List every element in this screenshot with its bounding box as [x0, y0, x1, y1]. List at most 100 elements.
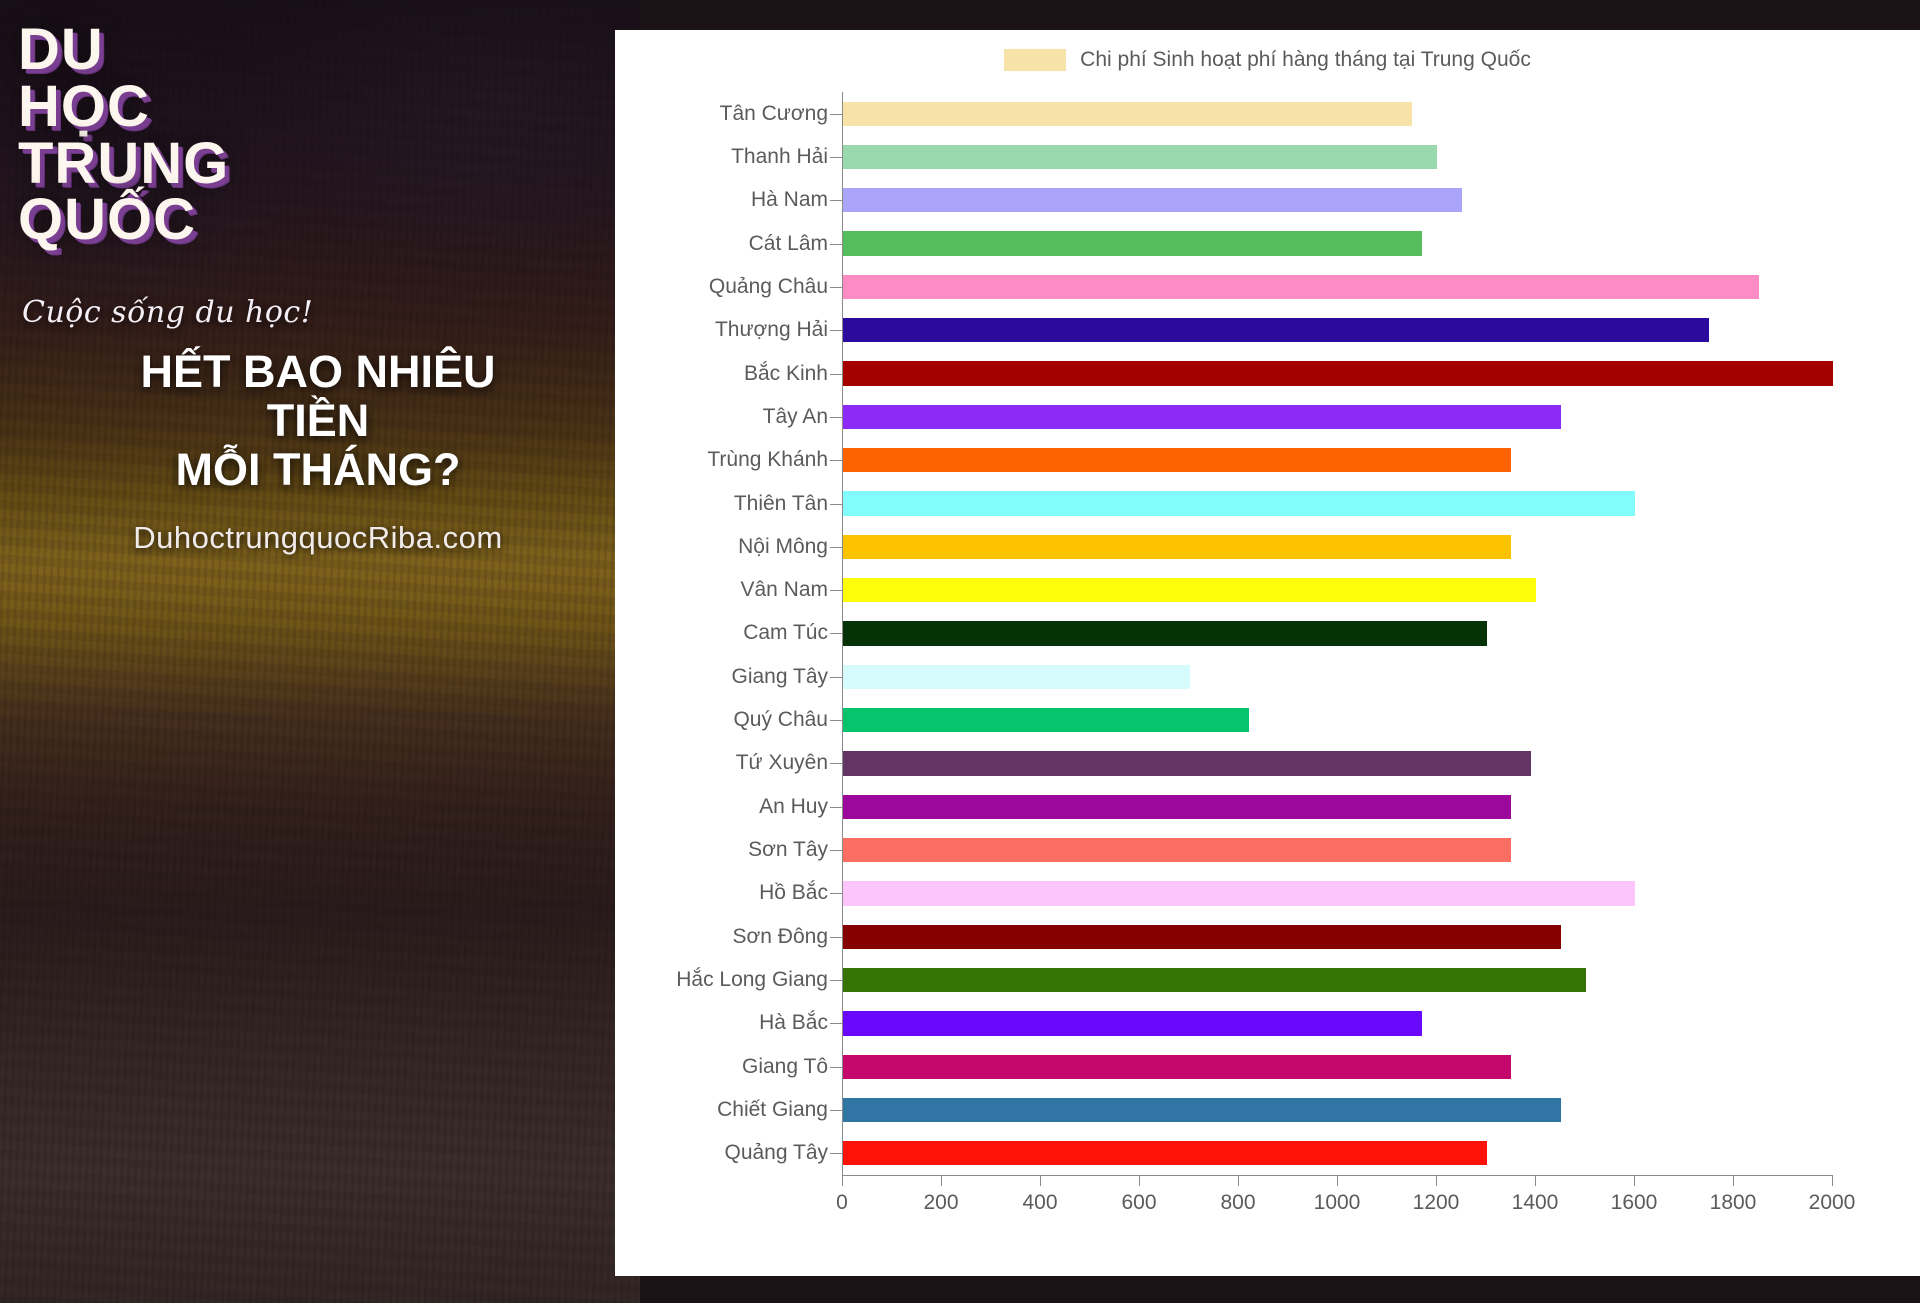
x-axis-tick [842, 1175, 843, 1186]
photo-darken-overlay [0, 0, 640, 1303]
x-axis-tick-label: 200 [923, 1191, 959, 1214]
bar[interactable] [843, 101, 1413, 126]
y-axis-label: Hà Bắc [759, 1011, 828, 1035]
y-axis-tick [830, 590, 842, 592]
bar[interactable] [843, 231, 1423, 256]
subheadline-line-2: TIỀN [266, 394, 370, 446]
bar[interactable] [843, 708, 1249, 733]
chart-legend: Chi phí Sinh hoạt phí hàng tháng tại Tru… [615, 48, 1920, 72]
y-axis-tick [830, 416, 842, 418]
y-axis-label: Sơn Tây [748, 838, 828, 862]
bar[interactable] [843, 924, 1561, 949]
bar[interactable] [843, 881, 1635, 906]
poster-subheadline: HẾT BAO NHIÊU TIỀN MỖI THÁNG? [18, 348, 618, 494]
bar[interactable] [843, 448, 1512, 473]
bar-row: Chiết Giang [717, 1097, 1832, 1123]
bar[interactable] [843, 534, 1512, 559]
bar-row: Trùng Khánh [707, 448, 1832, 473]
bar[interactable] [843, 361, 1833, 386]
x-axis-tick-label: 400 [1022, 1191, 1058, 1214]
bar[interactable] [843, 664, 1190, 689]
headline-line-4: QUỐC [18, 187, 196, 253]
bar[interactable] [843, 578, 1536, 603]
headline-line-3: TRUNG [18, 130, 230, 196]
y-axis-label: Giang Tây [731, 664, 829, 688]
bar[interactable] [843, 318, 1710, 343]
x-axis-tick [1832, 1175, 1833, 1186]
y-axis-label: An Huy [759, 794, 828, 818]
bar-row: Sơn Đông [733, 924, 1832, 949]
bar[interactable] [843, 1011, 1423, 1036]
x-axis-tick [1733, 1175, 1734, 1186]
bar-row: Tây An [763, 404, 1832, 430]
y-axis-tick [830, 1066, 842, 1068]
y-axis-tick [830, 460, 842, 462]
y-axis-label: Bắc Kinh [743, 361, 828, 385]
bar-row: Bắc Kinh [744, 361, 1833, 386]
bar-row: An Huy [759, 794, 1832, 819]
bar[interactable] [843, 794, 1512, 819]
y-axis-tick [830, 243, 842, 245]
bar[interactable] [843, 967, 1586, 993]
x-axis-tick-label: 800 [1220, 1191, 1256, 1214]
bar-row: Hồ Bắc [759, 881, 1832, 906]
x-axis-tick [1535, 1175, 1536, 1186]
bar[interactable] [843, 491, 1635, 516]
y-axis-label: Tân Cương [719, 101, 828, 125]
y-axis-label: Hắc Long Giang [676, 968, 828, 992]
y-axis-label: Thiên Tân [733, 491, 828, 515]
bar-row: Cát Lâm [749, 231, 1832, 256]
bar[interactable] [843, 621, 1487, 646]
x-axis-tick [1238, 1175, 1239, 1186]
y-axis-label: Cát Lâm [748, 231, 828, 255]
poster-website: DuhoctrungquocRiba.com [133, 520, 503, 556]
y-axis-tick [830, 503, 842, 505]
bar[interactable] [843, 1141, 1487, 1166]
x-axis-tick-label: 1000 [1313, 1191, 1361, 1214]
bar-row: Quý Châu [733, 708, 1832, 733]
bar-row: Nội Mông [738, 534, 1832, 559]
y-axis-tick [830, 156, 842, 158]
x-axis-tick-label: 600 [1121, 1191, 1157, 1214]
poster-script-text: Cuộc sống du học! [22, 295, 314, 331]
bar[interactable] [843, 188, 1462, 213]
headline-line-1: DU [18, 17, 104, 82]
y-axis-label: Cam Túc [743, 621, 828, 645]
y-axis-tick [830, 1023, 842, 1025]
bar-row: Hắc Long Giang [676, 967, 1832, 993]
x-axis-tick [1337, 1175, 1338, 1186]
bar[interactable] [843, 274, 1759, 300]
y-axis-tick [830, 936, 842, 938]
bar-row: Giang Tô [742, 1054, 1832, 1079]
bar[interactable] [843, 144, 1437, 170]
y-axis-label: Giang Tô [742, 1054, 828, 1078]
y-axis-tick [830, 980, 842, 982]
headline-line-2: HỌC [18, 73, 150, 139]
y-axis-tick [830, 1110, 842, 1111]
y-axis-label: Nội Mông [738, 534, 828, 558]
poster-headline: DU HỌC TRUNG QUỐC [18, 17, 640, 253]
bar[interactable] [843, 404, 1561, 430]
y-axis-tick [830, 763, 842, 765]
bar-series: Tân Cương Thanh Hải Hà Nam Cát Lâm Quảng Châ… [676, 92, 1833, 1175]
bar-row: Vân Nam [740, 578, 1832, 603]
y-axis-tick [830, 113, 842, 115]
y-axis-tick [830, 1153, 842, 1155]
bar[interactable] [843, 837, 1512, 863]
bar-row: Tân Cương [720, 101, 1832, 126]
bar-row: Thượng Hải [715, 318, 1832, 343]
bar[interactable] [843, 751, 1532, 776]
y-axis-label: Hồ Bắc [759, 881, 828, 905]
bar[interactable] [843, 1097, 1561, 1123]
x-axis-tick [941, 1175, 942, 1186]
bar[interactable] [843, 1054, 1512, 1079]
y-axis-tick [830, 286, 842, 288]
y-axis-tick [830, 893, 842, 895]
x-axis-tick-label: 2000 [1808, 1191, 1856, 1214]
x-axis-tick [1139, 1175, 1140, 1186]
y-axis-tick [830, 850, 842, 852]
bar-row: Hà Bắc [759, 1011, 1832, 1036]
y-axis-label: Vân Nam [740, 578, 828, 602]
y-axis-label: Quảng Châu [708, 274, 828, 298]
